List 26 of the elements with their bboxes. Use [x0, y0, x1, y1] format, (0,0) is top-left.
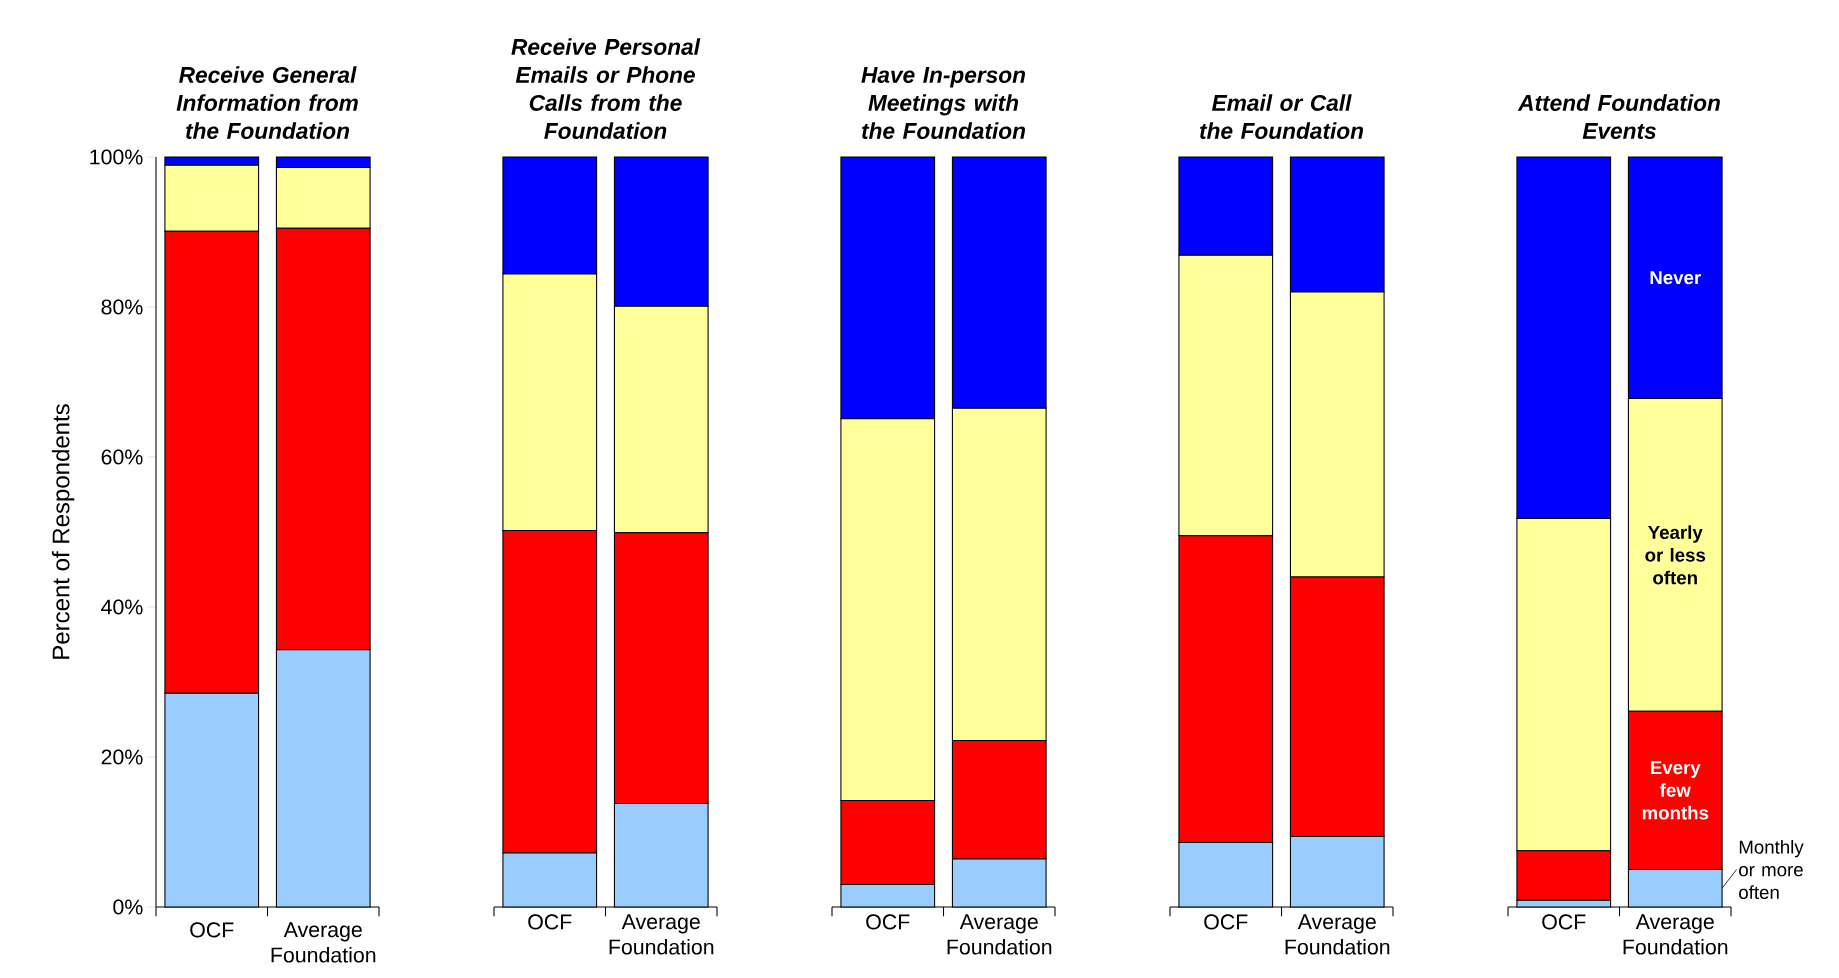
x-tick-label: Average Foundation: [1623, 914, 1728, 955]
y-tick-label: 0%: [113, 899, 143, 915]
y-tick-label: 60%: [101, 449, 143, 465]
x-tick-label: Average Foundation: [271, 922, 376, 963]
x-tick-label: OCF: [1204, 914, 1248, 930]
x-tick-label: OCF: [528, 914, 572, 930]
chart-title: Receive General Information from the Foundation: [176, 66, 358, 139]
x-tick-label: Average Foundation: [947, 914, 1052, 955]
y-tick-label: 100%: [90, 149, 143, 165]
y-tick-label: 80%: [101, 299, 143, 315]
x-tick-label: OCF: [866, 914, 910, 930]
x-tick-label: OCF: [1542, 914, 1586, 930]
y-tick-label: 20%: [101, 749, 143, 765]
y-tick-label: 40%: [101, 599, 143, 615]
series-label: Yearly or less often: [1645, 525, 1706, 585]
chart-title: Receive Personal Emails or Phone Calls from the Foundation: [511, 38, 701, 139]
chart-title: Attend Foundation Events: [1517, 94, 1720, 139]
series-label: Never: [1650, 271, 1701, 285]
x-tick-label: Average Foundation: [1285, 914, 1390, 955]
x-tick-label: OCF: [190, 922, 234, 938]
x-tick-label: Average Foundation: [609, 914, 714, 955]
series-label: Every few months: [1642, 761, 1709, 820]
y-axis-title: Percent of Respondents: [51, 404, 75, 659]
chart-title: Email or Call the Foundation: [1200, 94, 1364, 139]
chart-title: Have In-person Meetings with the Foundation: [861, 67, 1026, 139]
legend-label: Monthly or more often: [1739, 839, 1804, 900]
